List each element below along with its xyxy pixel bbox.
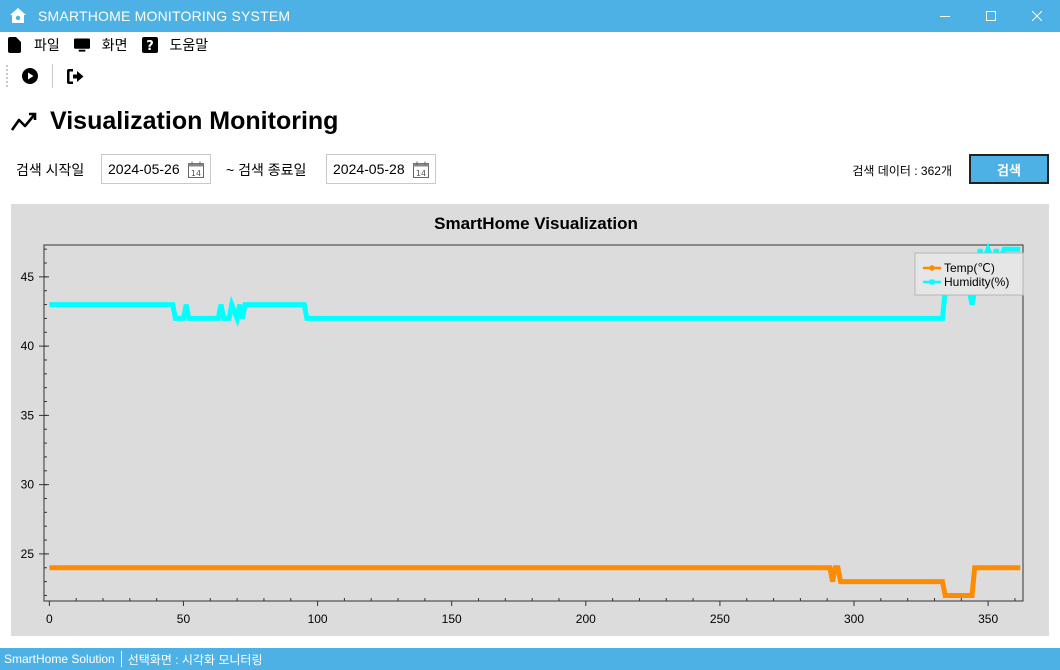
status-selected-view: 선택화면 : 시각화 모니터링	[127, 652, 263, 667]
x-tick-label: 150	[442, 612, 462, 626]
play-circle-icon	[22, 68, 38, 84]
window-title: SMARTHOME MONITORING SYSTEM	[38, 8, 291, 24]
legend-marker	[929, 265, 935, 271]
temp-series-line	[49, 565, 1021, 598]
menu-file-label: 파일	[34, 37, 60, 53]
exit-icon	[66, 68, 83, 84]
page-heading: Visualization Monitoring	[10, 104, 338, 138]
monitor-icon	[73, 37, 90, 53]
start-date-picker[interactable]: 2024-05-26 14	[101, 154, 211, 184]
svg-text:14: 14	[191, 169, 201, 178]
calendar-icon[interactable]: 14	[413, 161, 429, 178]
x-tick-label: 300	[844, 612, 864, 626]
close-button[interactable]	[1014, 0, 1060, 32]
start-date-label: 검색 시작일	[16, 162, 85, 178]
y-tick-label: 35	[21, 408, 35, 422]
maximize-button[interactable]	[968, 0, 1014, 32]
toolbar-grip[interactable]	[6, 65, 8, 87]
chart-title: SmartHome Visualization	[434, 214, 638, 233]
help-icon: ?	[141, 37, 158, 53]
x-tick-label: 0	[46, 612, 53, 626]
humidity-series-line	[49, 242, 1021, 328]
page-title: Visualization Monitoring	[50, 106, 339, 135]
x-tick-label: 350	[978, 612, 998, 626]
minimize-button[interactable]	[922, 0, 968, 32]
chart-panel: SmartHome Visualization 0 50 100 150 200 250 3…	[11, 204, 1049, 636]
chart-line-icon	[10, 109, 38, 133]
tool-bar	[0, 60, 1060, 92]
start-monitoring-button[interactable]	[18, 64, 42, 88]
file-icon	[6, 37, 22, 53]
legend-box	[914, 252, 1024, 296]
result-count: 검색 데이터 : 362개	[852, 164, 952, 178]
svg-text:14: 14	[416, 169, 426, 178]
status-app-name: SmartHome Solution	[4, 652, 115, 666]
menu-view-label: 화면	[101, 37, 128, 53]
y-tick-label: 45	[21, 270, 35, 284]
menu-help[interactable]: ? 도움말	[141, 32, 209, 58]
maximize-icon	[986, 11, 996, 21]
smarthome-logo-icon	[8, 6, 28, 26]
line-chart: SmartHome Visualization 0 50 100 150 200 250 3…	[21, 214, 1024, 626]
end-date-label: ~ 검색 종료일	[226, 162, 307, 178]
title-bar: SMARTHOME MONITORING SYSTEM	[0, 0, 1060, 32]
legend-label: Humidity(%)	[944, 275, 1009, 289]
status-separator	[120, 651, 122, 667]
menu-file[interactable]: 파일	[6, 32, 60, 58]
calendar-icon[interactable]: 14	[188, 161, 204, 178]
x-tick-label: 100	[308, 612, 328, 626]
menu-help-label: 도움말	[169, 37, 209, 53]
minimize-icon	[940, 16, 950, 17]
y-tick-label: 40	[21, 339, 35, 353]
menu-view[interactable]: 화면	[73, 32, 128, 58]
y-tick-label: 25	[21, 547, 35, 561]
search-button[interactable]: 검색	[969, 154, 1049, 184]
start-date-value[interactable]: 2024-05-26	[108, 161, 180, 177]
menu-bar: 파일 화면 ? 도움말	[0, 32, 1060, 58]
toolbar-separator	[52, 64, 53, 88]
x-tick-label: 50	[177, 612, 191, 626]
close-icon	[1032, 11, 1042, 21]
status-bar: SmartHome Solution 선택화면 : 시각화 모니터링	[0, 648, 1060, 670]
x-tick-label: 200	[576, 612, 596, 626]
plot-area	[43, 244, 1024, 602]
legend-label: Temp(℃)	[944, 261, 995, 275]
svg-text:?: ?	[146, 39, 154, 53]
y-tick-label: 30	[21, 478, 35, 492]
x-tick-label: 250	[710, 612, 730, 626]
end-date-picker[interactable]: 2024-05-28 14	[326, 154, 436, 184]
exit-button[interactable]	[63, 64, 87, 88]
search-bar: 검색 시작일 2024-05-26 14 ~ 검색 종료일 2024-05-28…	[0, 154, 1060, 184]
window-controls	[922, 0, 1060, 32]
end-date-value[interactable]: 2024-05-28	[333, 161, 405, 177]
legend-marker	[929, 279, 935, 285]
